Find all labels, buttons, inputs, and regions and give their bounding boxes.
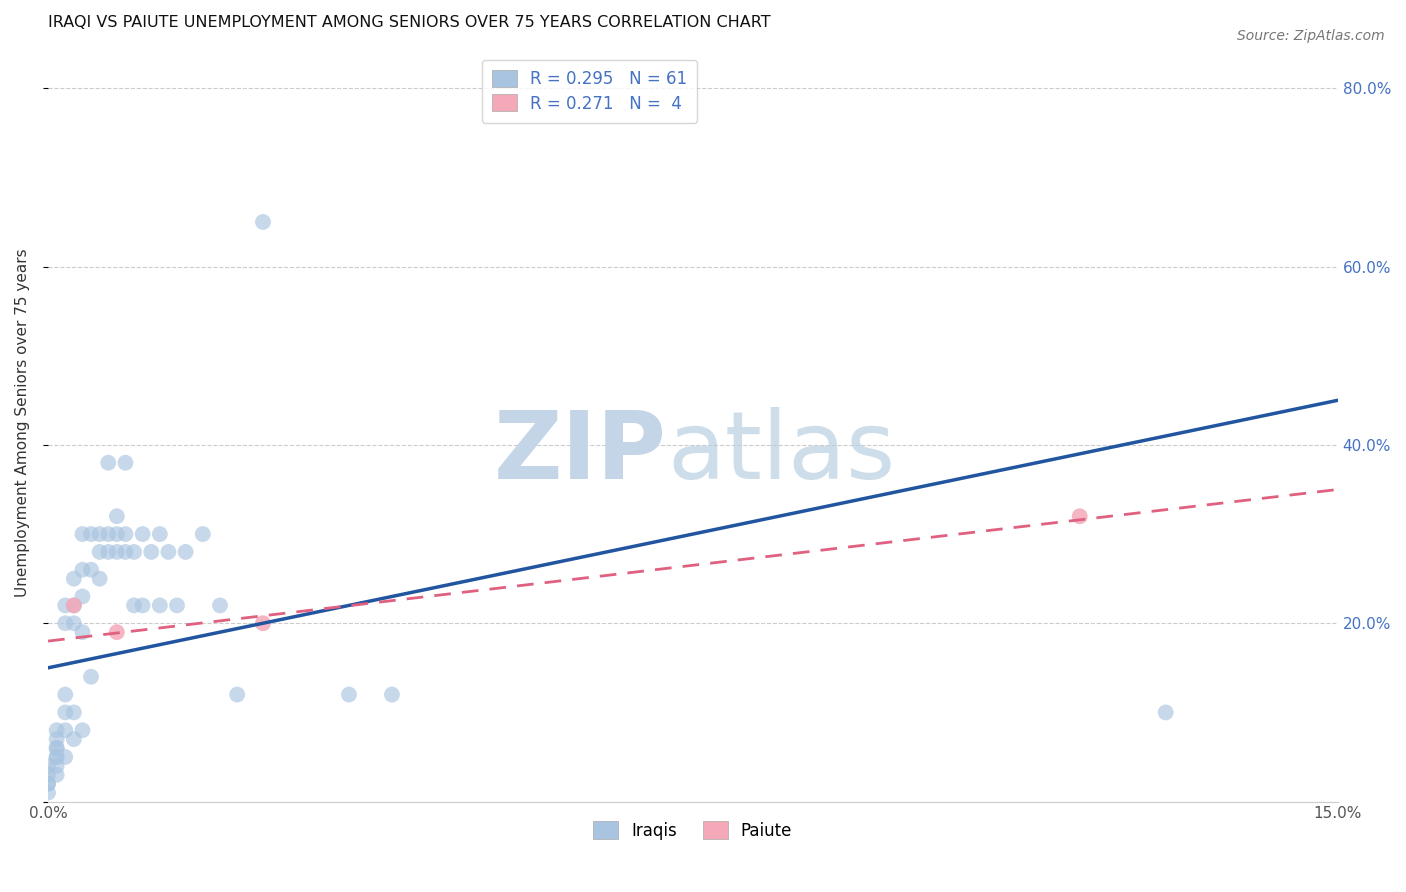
Text: IRAQI VS PAIUTE UNEMPLOYMENT AMONG SENIORS OVER 75 YEARS CORRELATION CHART: IRAQI VS PAIUTE UNEMPLOYMENT AMONG SENIO… [48, 15, 770, 30]
Point [131, 599, 153, 613]
Point [114, 527, 136, 541]
Point [37, 777, 59, 791]
Point [37, 768, 59, 782]
Point [53, 723, 76, 738]
Point [72, 723, 94, 738]
Point [63, 616, 86, 631]
Point [105, 527, 128, 541]
Point [63, 706, 86, 720]
Point [105, 509, 128, 524]
Point [63, 572, 86, 586]
Point [208, 599, 231, 613]
Point [149, 599, 172, 613]
Point [89, 545, 111, 559]
Point [122, 545, 145, 559]
Point [105, 625, 128, 640]
Point [72, 563, 94, 577]
Point [53, 706, 76, 720]
Point [37, 777, 59, 791]
Point [80, 670, 103, 684]
Legend: Iraqis, Paiute: Iraqis, Paiute [586, 814, 799, 847]
Point [157, 545, 180, 559]
Point [53, 688, 76, 702]
Point [166, 599, 188, 613]
Point [1069, 509, 1091, 524]
Point [174, 545, 197, 559]
Point [226, 688, 249, 702]
Point [63, 599, 86, 613]
Point [53, 750, 76, 764]
Point [37, 786, 59, 800]
Point [45, 741, 67, 756]
Point [141, 545, 163, 559]
Point [337, 688, 360, 702]
Point [72, 527, 94, 541]
Point [45, 759, 67, 773]
Text: ZIP: ZIP [494, 407, 666, 499]
Point [45, 768, 67, 782]
Point [131, 527, 153, 541]
Point [80, 527, 103, 541]
Point [45, 741, 67, 756]
Point [1154, 706, 1177, 720]
Point [252, 616, 274, 631]
Point [53, 599, 76, 613]
Point [63, 599, 86, 613]
Text: atlas: atlas [666, 407, 896, 499]
Point [149, 527, 172, 541]
Point [97, 527, 120, 541]
Text: Source: ZipAtlas.com: Source: ZipAtlas.com [1237, 29, 1385, 43]
Point [45, 750, 67, 764]
Point [122, 599, 145, 613]
Point [53, 616, 76, 631]
Point [114, 545, 136, 559]
Point [37, 759, 59, 773]
Point [191, 527, 214, 541]
Point [45, 732, 67, 747]
Point [80, 563, 103, 577]
Point [97, 545, 120, 559]
Point [381, 688, 404, 702]
Point [72, 590, 94, 604]
Point [252, 215, 274, 229]
Point [45, 750, 67, 764]
Point [45, 723, 67, 738]
Point [63, 732, 86, 747]
Point [89, 527, 111, 541]
Y-axis label: Unemployment Among Seniors over 75 years: Unemployment Among Seniors over 75 years [15, 248, 30, 597]
Point [89, 572, 111, 586]
Point [105, 545, 128, 559]
Point [114, 456, 136, 470]
Point [72, 625, 94, 640]
Point [97, 456, 120, 470]
